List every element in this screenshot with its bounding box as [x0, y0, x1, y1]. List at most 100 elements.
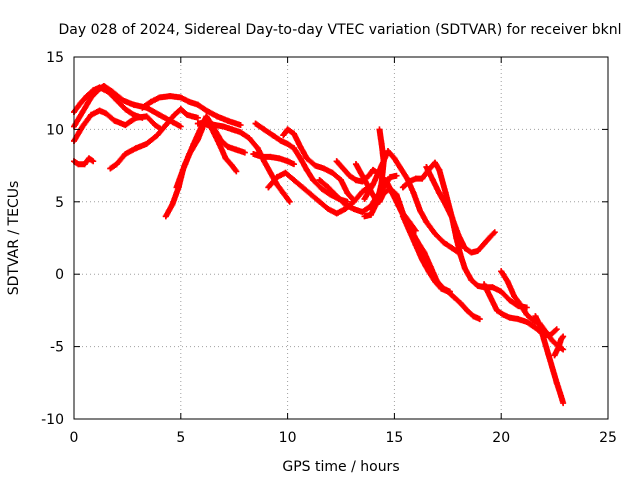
- series-trail: [532, 313, 566, 405]
- data-point: [365, 172, 372, 179]
- data-point: [203, 113, 210, 120]
- series-arc-8: [173, 113, 248, 191]
- data-point: [318, 185, 325, 192]
- data-point: [370, 181, 377, 188]
- y-tick-label: 5: [55, 195, 64, 211]
- data-point: [551, 352, 558, 359]
- data-point: [560, 333, 567, 340]
- data-point: [421, 249, 428, 256]
- data-point: [384, 148, 391, 155]
- y-tick-label: 0: [55, 267, 64, 283]
- plot-frame: [73, 56, 609, 420]
- data-point: [284, 126, 291, 133]
- data-point: [340, 165, 347, 172]
- data-point: [444, 288, 451, 295]
- data-point: [560, 400, 567, 407]
- series-arc-9: [194, 119, 293, 205]
- data-point: [453, 235, 460, 241]
- data-point: [350, 206, 357, 213]
- data-points: [71, 82, 567, 407]
- data-point: [107, 165, 114, 172]
- data-point: [111, 117, 118, 124]
- data-point: [139, 104, 146, 111]
- data-point: [291, 161, 298, 168]
- data-point: [342, 201, 349, 208]
- data-point: [143, 113, 150, 120]
- data-point: [350, 198, 357, 205]
- chart-title: Day 028 of 2024, Sidereal Day-to-day VTE…: [59, 22, 622, 38]
- data-point: [308, 191, 315, 198]
- data-point: [222, 155, 229, 162]
- data-point: [346, 172, 353, 179]
- data-point: [147, 98, 154, 105]
- data-point: [449, 214, 456, 221]
- data-point: [254, 145, 261, 152]
- data-point: [203, 107, 210, 114]
- data-point: [523, 311, 530, 318]
- data-point: [476, 316, 483, 323]
- data-point: [436, 166, 443, 173]
- data-point: [406, 178, 413, 185]
- y-tick-label: 15: [46, 50, 64, 66]
- data-point: [229, 126, 236, 133]
- series-arc-26: [551, 333, 567, 359]
- data-point: [169, 201, 176, 208]
- series-arc-11: [252, 120, 351, 205]
- data-point: [481, 240, 488, 247]
- data-point: [549, 365, 556, 372]
- data-point: [90, 158, 97, 165]
- data-point: [329, 169, 336, 176]
- data-point: [376, 126, 383, 133]
- data-point: [273, 181, 280, 188]
- data-point: [449, 245, 456, 252]
- data-point: [88, 111, 95, 118]
- data-point: [177, 94, 184, 101]
- data-point: [378, 162, 385, 169]
- data-point: [540, 336, 547, 343]
- series-arc-5: [107, 106, 201, 172]
- data-point: [241, 149, 248, 156]
- series-arc-4: [71, 155, 97, 168]
- data-point: [316, 177, 323, 184]
- data-point: [325, 206, 332, 213]
- data-point: [359, 172, 366, 179]
- data-point: [177, 123, 184, 130]
- data-point: [218, 137, 225, 144]
- series-arc-20: [399, 213, 483, 323]
- data-point: [549, 337, 556, 344]
- data-point: [132, 145, 139, 152]
- data-point: [378, 140, 385, 147]
- data-point: [367, 211, 374, 218]
- data-point: [316, 198, 323, 205]
- data-point: [361, 213, 368, 220]
- series-arc-18: [361, 148, 462, 256]
- x-tick-label: 20: [492, 430, 510, 446]
- y-tick-label: 10: [46, 122, 64, 138]
- data-point: [333, 158, 340, 165]
- data-point: [233, 146, 240, 153]
- data-point: [143, 140, 150, 147]
- data-point: [436, 190, 443, 197]
- data-point: [211, 122, 218, 129]
- data-point: [280, 132, 287, 139]
- data-point: [515, 316, 522, 323]
- data-point: [374, 198, 381, 205]
- series-arc-25: [532, 313, 567, 407]
- data-point: [278, 137, 285, 144]
- data-point: [224, 143, 231, 150]
- data-point: [177, 106, 184, 113]
- series-arc-7: [162, 120, 240, 220]
- data-point: [457, 252, 464, 259]
- data-point: [423, 164, 430, 171]
- data-point: [100, 82, 107, 89]
- data-point: [395, 203, 402, 210]
- data-point: [489, 284, 496, 291]
- data-point: [504, 278, 511, 285]
- data-point: [310, 177, 317, 184]
- data-point: [284, 140, 291, 147]
- axis-ticks: 0 5 10 15 20 25 -10 -5 0 5 10 15: [41, 50, 617, 446]
- data-point: [419, 256, 426, 263]
- data-point: [474, 282, 481, 289]
- x-tick-label: 5: [176, 430, 185, 446]
- data-point: [132, 114, 139, 121]
